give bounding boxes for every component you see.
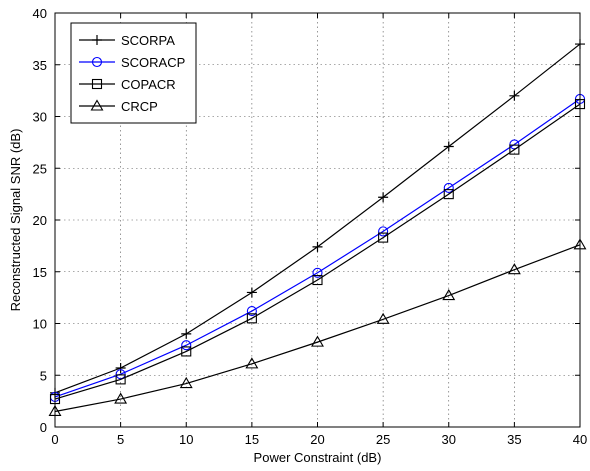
series-copacr [49,99,586,405]
data-point-crcp [114,392,128,404]
x-tick-label: 40 [573,432,587,447]
data-point-scorpa [378,192,389,203]
data-point-crcp [376,312,390,324]
data-point-scoracp [115,369,126,380]
data-point-copacr [312,274,323,286]
data-point-scorpa [443,141,454,152]
data-point-copacr [509,144,520,155]
y-tick-label: 25 [33,161,47,176]
y-tick-label: 15 [33,265,47,280]
legend-marker-copacr [91,78,103,90]
series-line-copacr [54,103,581,400]
series-line-crcp [54,244,581,413]
data-point-scorpa [312,241,323,252]
data-point-scoracp [378,226,389,237]
data-point-scorpa [115,363,126,374]
x-tick-label: 5 [117,432,124,447]
y-tick-label: 30 [33,110,47,125]
y-axis-label: Reconstructed Signal SNR (dB) [8,129,23,312]
series-crcp [48,238,587,417]
series-line-scoracp [54,98,581,398]
data-point-crcp [245,357,259,369]
data-point-scoracp [181,340,192,351]
legend-label-scoracp: SCORACP [121,55,185,70]
y-tick-label: 35 [33,58,47,73]
legend-marker-crcp [90,99,104,111]
data-point-copacr [378,232,389,243]
grid [55,13,580,427]
data-point-scorpa [246,287,257,298]
legend-label-scorpa: SCORPA [121,33,175,48]
x-tick-label: 25 [376,432,390,447]
x-tick-label: 10 [179,432,193,447]
x-tick-label: 35 [507,432,521,447]
legend-entry-scoracp: SCORACP [79,55,185,70]
legend-marker-scorpa [92,35,102,45]
legend-label-crcp: CRCP [121,99,158,114]
x-tick-label: 15 [245,432,259,447]
data-point-crcp [442,288,456,301]
data-point-scoracp [312,267,323,278]
data-point-copacr [181,346,192,357]
data-point-scorpa [181,328,192,339]
data-point-copacr [246,313,257,324]
legend-label-copacr: COPACR [121,77,176,92]
axes: 0 5 10 15 20 25 30 35 40 0 5 10 15 20 25 30 35 40 [33,6,588,447]
y-tick-label: 10 [33,317,47,332]
data-point-crcp [311,335,324,347]
data-point-crcp [179,376,193,389]
data-point-scoracp [443,182,454,193]
y-tick-label: 40 [33,6,47,21]
data-point-copacr [115,374,126,385]
x-axis-label: Power Constraint (dB) [254,450,382,465]
y-tick-label: 0 [40,420,47,435]
legend-marker-scoracp [91,56,103,68]
data-point-scoracp [246,306,257,317]
legend: SCORPA SCORACP COPACR CRCP [70,22,197,124]
legend-entry-scorpa: SCORPA [79,33,175,48]
data-point-scorpa [509,90,520,101]
data-point-copacr [443,189,454,200]
legend-entry-copacr: COPACR [79,77,176,92]
y-tick-label: 20 [33,213,47,228]
x-tick-label: 0 [51,432,58,447]
legend-entry-crcp: CRCP [79,99,158,114]
x-tick-label: 30 [442,432,456,447]
data-point-crcp [507,263,521,275]
y-tick-label: 5 [40,368,47,383]
x-tick-label: 20 [310,432,324,447]
series-layer [48,39,587,417]
